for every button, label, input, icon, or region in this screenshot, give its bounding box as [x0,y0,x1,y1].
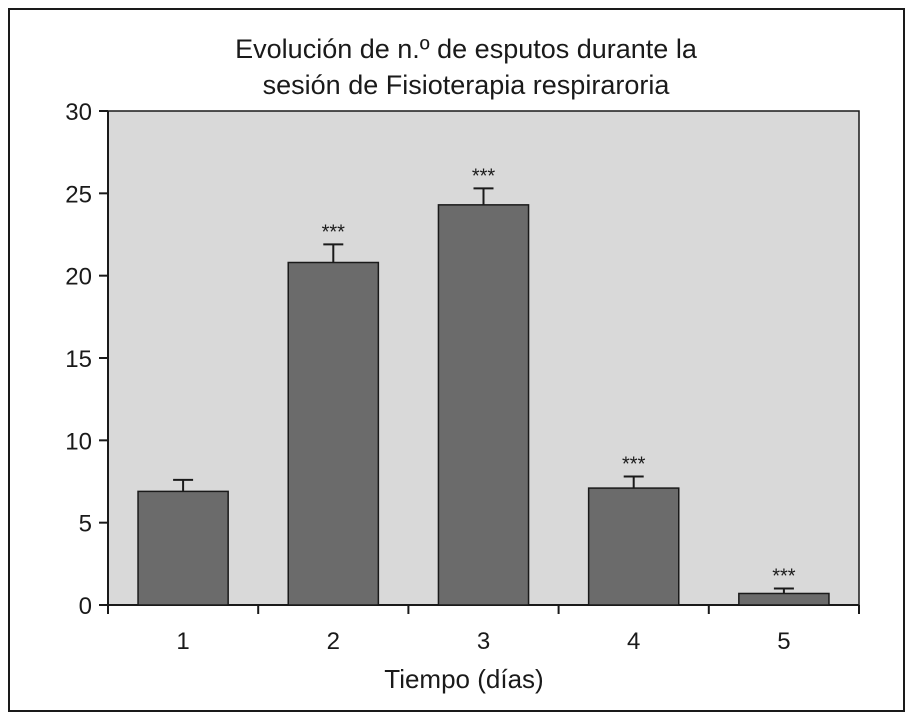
bar [137,490,229,606]
chart-title-line-2: sesión de Fisioterapia respiraroria [263,70,671,100]
y-axis: 0 5 10 15 20 25 30 [65,99,109,620]
chart-title-line-1: Evolución de n.º de esputos durante la [235,34,698,64]
bar [587,487,680,606]
significance-label: *** [772,566,796,588]
bar [437,204,530,606]
x-tick-label: 1 [176,628,189,655]
bar [287,261,380,606]
significance-label: *** [322,221,346,243]
x-tick-label: 5 [777,628,790,655]
significance-label: *** [472,165,496,187]
x-tick-label: 4 [627,628,640,655]
bar [738,592,830,606]
y-tick-label: 25 [65,181,92,208]
significance-annotations: *** *** *** *** [322,165,796,587]
y-tick-label: 10 [65,428,92,455]
significance-label: *** [622,454,646,476]
y-tick-label: 20 [65,264,92,291]
y-tick-label: 0 [79,593,92,620]
x-tick-label: 3 [477,628,490,655]
y-tick-label: 5 [79,511,92,538]
y-tick-label: 15 [65,346,92,373]
x-tick-label: 2 [327,628,340,655]
y-tick-label: 30 [65,99,92,126]
x-axis: 1 2 3 4 5 [107,604,860,655]
bars-group [137,187,830,606]
x-axis-label: Tiempo (días) [384,664,543,694]
